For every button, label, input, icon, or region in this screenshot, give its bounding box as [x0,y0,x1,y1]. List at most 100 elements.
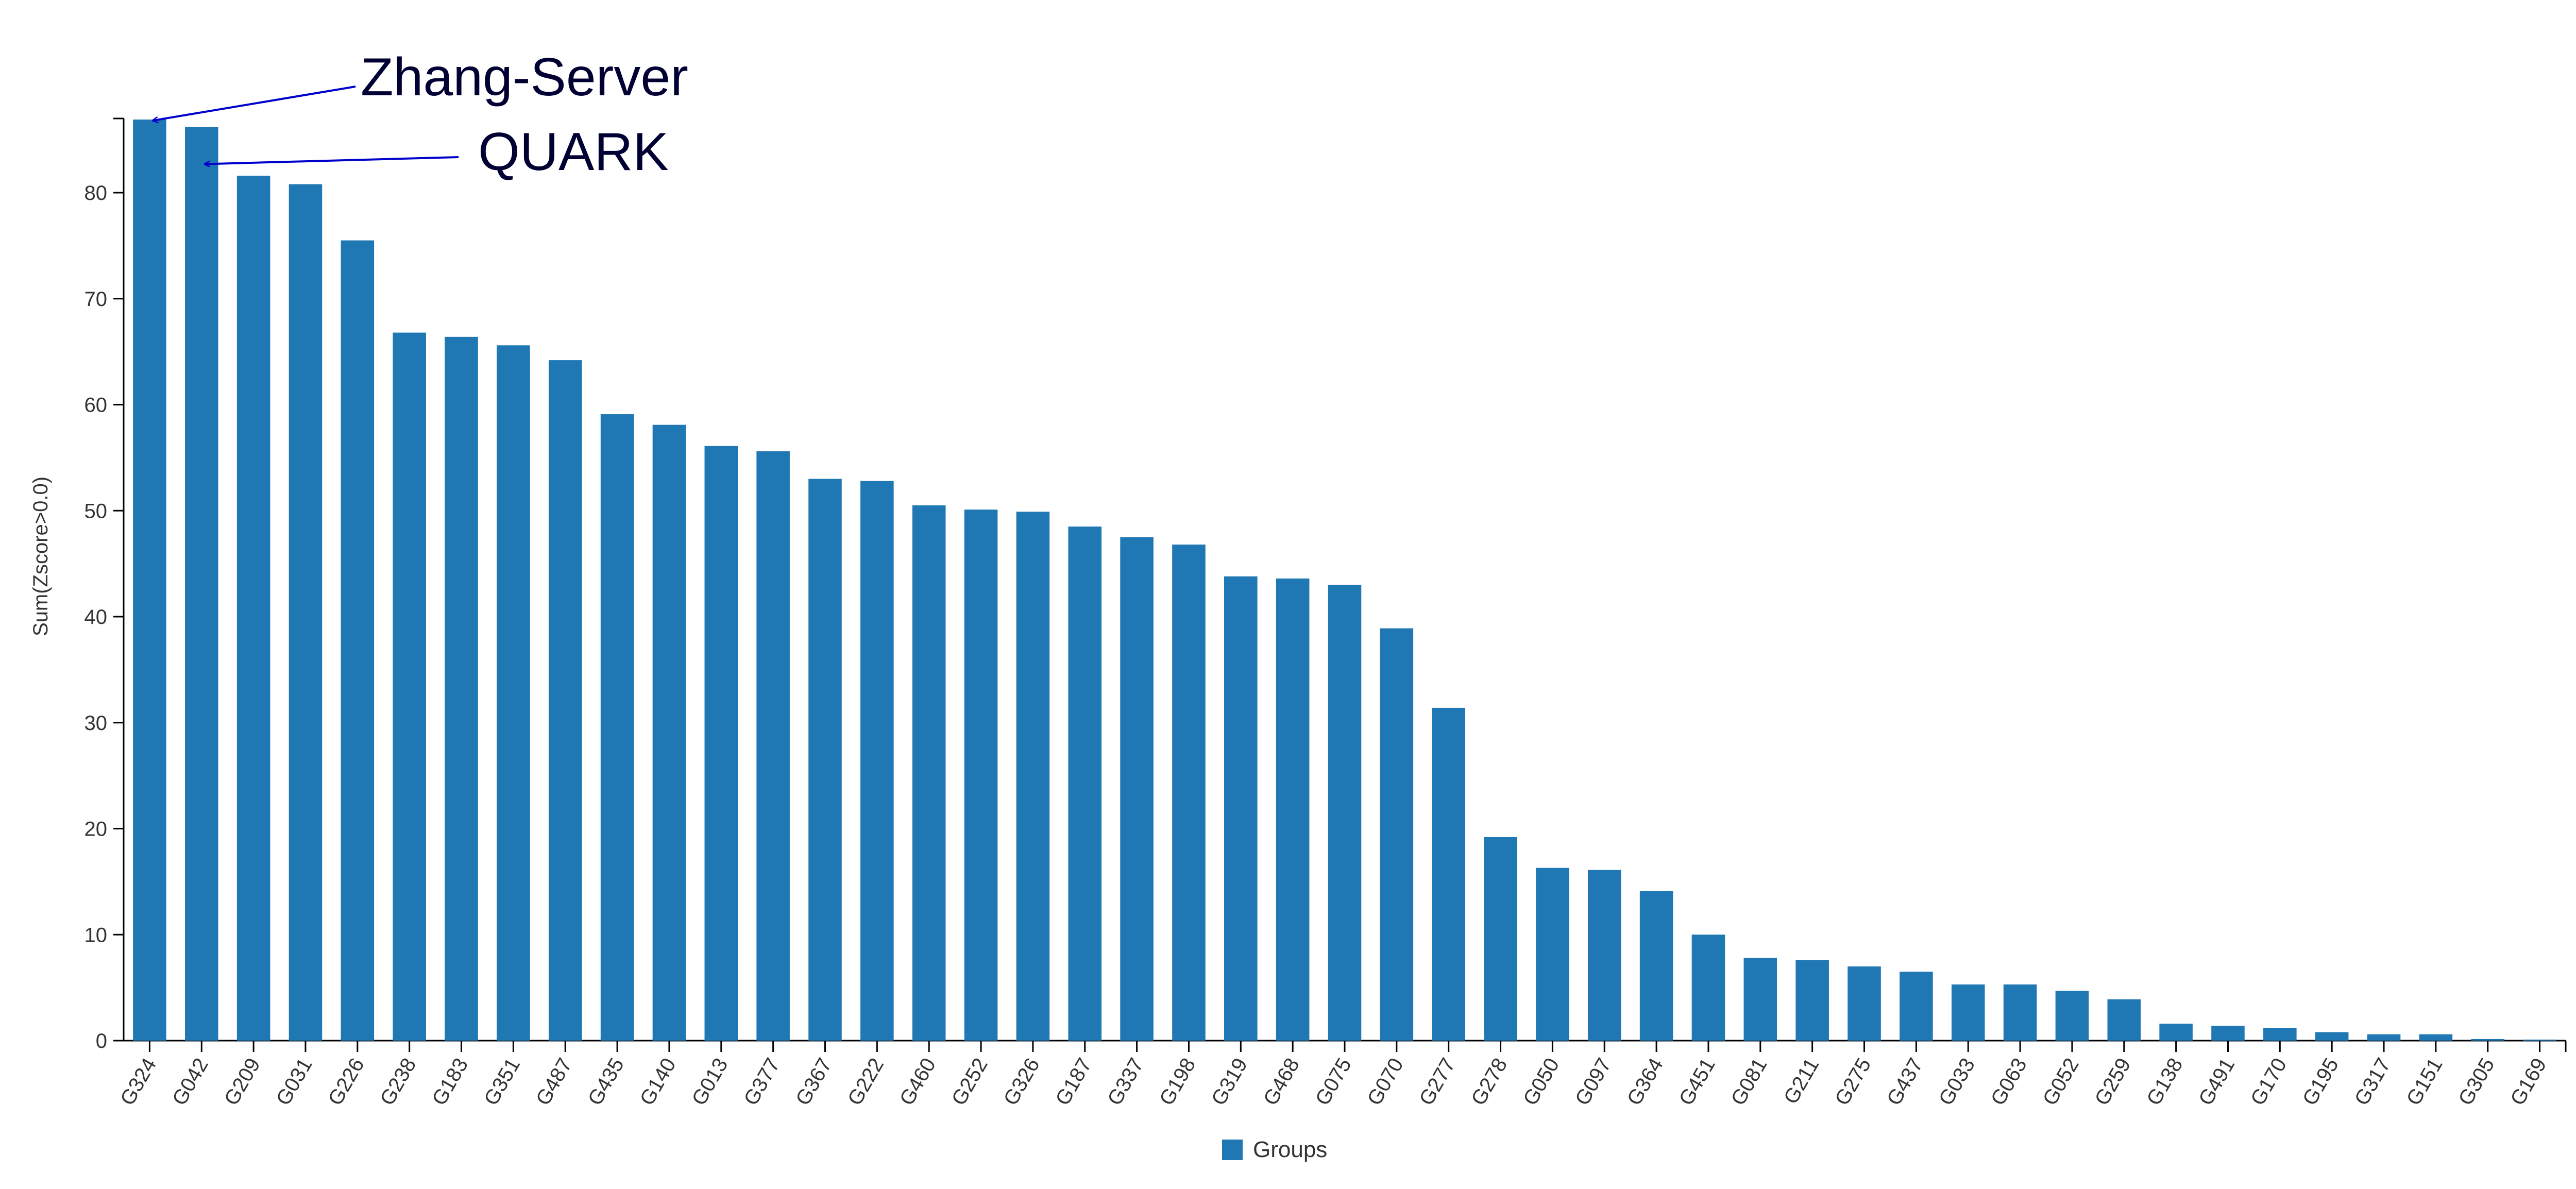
bar-g222[interactable] [860,481,894,1041]
x-tick-label: G275 [1831,1055,1875,1110]
bar-g238[interactable] [393,332,426,1041]
x-tick-label: G277 [1415,1055,1460,1110]
bar-g052[interactable] [2055,991,2089,1041]
bars [133,120,2556,1041]
x-tick-label: G326 [999,1054,1044,1109]
bar-g169[interactable] [2523,1039,2556,1041]
bar-g367[interactable] [808,479,842,1041]
bar-g031[interactable] [289,184,323,1041]
x-tick-label: G195 [2298,1055,2343,1110]
bar-g487[interactable] [548,360,582,1041]
x-tick-label: G324 [116,1055,161,1110]
x-tick-label: G317 [2350,1055,2395,1110]
bar-g075[interactable] [1328,585,1362,1041]
bar-g324[interactable] [133,120,166,1041]
x-tick-label: G319 [1207,1055,1252,1110]
y-axis-label: Sum(Zscore>0.0) [29,477,52,636]
bar-g187[interactable] [1068,526,1102,1041]
x-tick-label: G259 [2091,1055,2136,1110]
bar-g050[interactable] [1536,868,1569,1041]
annotation-label: Zhang-Server [361,47,688,107]
bar-g451[interactable] [1691,935,1725,1041]
bar-g198[interactable] [1172,545,1206,1041]
x-tick-label: G031 [272,1055,317,1110]
x-tick-label: G170 [2246,1055,2291,1110]
bar-g252[interactable] [964,509,998,1041]
x-tick-label: G451 [1675,1055,1720,1110]
bar-g063[interactable] [2003,984,2037,1041]
bar-g491[interactable] [2211,1026,2245,1041]
x-tick-label: G367 [791,1055,836,1110]
bar-g151[interactable] [2419,1034,2453,1041]
x-tick-label: G151 [2402,1055,2447,1110]
x-tick-label: G238 [376,1055,420,1110]
bar-g460[interactable] [912,505,946,1041]
bar-g319[interactable] [1224,576,1258,1041]
bar-g226[interactable] [341,240,375,1041]
x-tick-label: G075 [1311,1055,1356,1110]
x-tick-label: G437 [1883,1055,1927,1110]
bar-g170[interactable] [2263,1028,2297,1041]
x-tick-label: G081 [1727,1055,1772,1110]
bar-g195[interactable] [2315,1032,2349,1041]
bar-g277[interactable] [1432,707,1465,1041]
x-tick-label: G211 [1780,1055,1824,1108]
y-tick-label: 50 [84,500,108,522]
bar-g140[interactable] [652,424,686,1041]
bar-g317[interactable] [2367,1034,2401,1041]
x-tick-label: G209 [220,1055,265,1110]
bar-g138[interactable] [2159,1024,2193,1041]
bar-g278[interactable] [1484,837,1517,1041]
bar-g070[interactable] [1380,628,1414,1041]
bar-g468[interactable] [1276,578,1310,1041]
bar-g364[interactable] [1639,891,1673,1041]
x-tick-label: G337 [1103,1055,1148,1110]
bar-g259[interactable] [2107,999,2141,1041]
y-tick-label: 70 [84,288,108,311]
bar-g209[interactable] [236,176,270,1041]
x-tick-label: G169 [2506,1055,2551,1110]
x-tick-label: G226 [324,1055,369,1110]
bar-g435[interactable] [600,414,634,1041]
x-tick-label: G052 [2039,1055,2083,1110]
bar-g437[interactable] [1900,972,1933,1041]
y-tick-label: 60 [84,394,108,417]
x-tick-label: G138 [2142,1055,2187,1110]
x-tick-label: G468 [1259,1055,1304,1110]
x-tick-label: G377 [739,1055,784,1110]
legend-swatch [1222,1140,1243,1160]
x-tick-label: G435 [584,1055,629,1110]
bar-g305[interactable] [2471,1039,2504,1041]
legend-label: Groups [1253,1137,1327,1162]
bar-g042[interactable] [185,127,218,1041]
x-tick-label: G491 [2194,1055,2239,1110]
y-tick-label: 20 [84,818,108,841]
bar-g275[interactable] [1848,966,1881,1041]
bar-g326[interactable] [1016,512,1050,1041]
x-tick-label: G050 [1519,1055,1564,1110]
bar-g351[interactable] [497,345,530,1041]
x-tick-label: G198 [1155,1055,1200,1110]
annotations: Zhang-Server QUARK [152,47,688,182]
x-tick-label: G187 [1052,1055,1096,1110]
bar-g183[interactable] [445,336,478,1041]
x-tick-label: G278 [1467,1055,1512,1110]
bar-g377[interactable] [756,451,790,1041]
x-tick-label: G252 [947,1055,992,1110]
y-tick-label: 0 [96,1030,107,1052]
bar-g337[interactable] [1120,537,1154,1041]
y-tick-label: 40 [84,606,108,629]
bar-g081[interactable] [1743,958,1777,1041]
bar-g033[interactable] [1951,984,1985,1041]
bar-g211[interactable] [1795,960,1829,1041]
x-tick-label: G033 [1935,1055,1979,1110]
bar-g013[interactable] [704,446,738,1041]
y-tick-label: 10 [84,924,108,946]
annotation-label: QUARK [478,122,669,182]
legend[interactable]: Groups [1222,1137,1327,1162]
bar-g097[interactable] [1587,870,1621,1041]
x-tick-label: G351 [480,1055,524,1110]
x-tick-label: G222 [843,1055,888,1110]
